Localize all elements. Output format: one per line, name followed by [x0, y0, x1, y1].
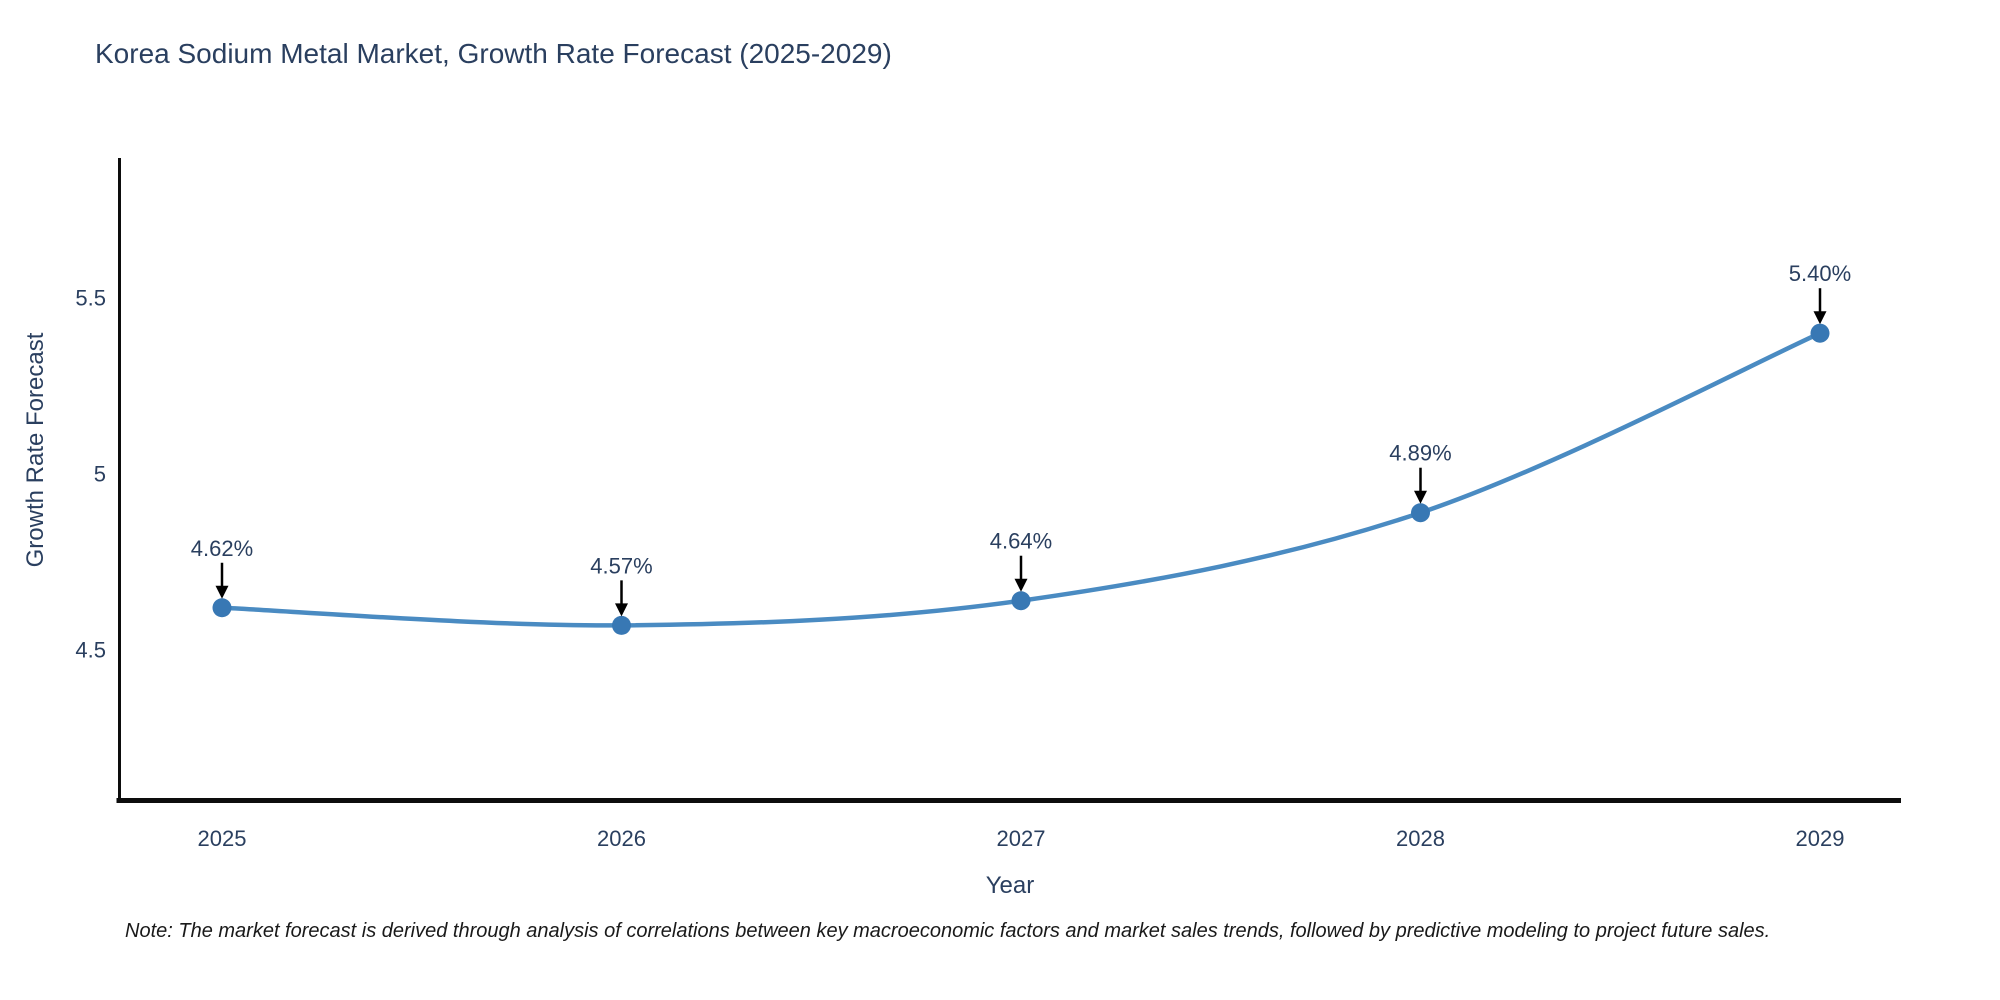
y-axis-tick-label: 4.5 — [75, 638, 106, 663]
annotation-arrowhead-icon — [1414, 490, 1427, 504]
chart-title: Korea Sodium Metal Market, Growth Rate F… — [95, 38, 892, 69]
data-point — [1810, 323, 1830, 343]
annotation-arrowhead-icon — [615, 603, 628, 617]
data-point — [212, 598, 232, 618]
x-axis-tick-label: 2026 — [597, 826, 646, 851]
annotation-arrowhead-icon — [1014, 578, 1028, 592]
point-annotation: 4.62% — [191, 536, 253, 561]
point-annotation: 5.40% — [1789, 261, 1851, 286]
x-axis-tick-label: 2025 — [198, 826, 247, 851]
point-annotation: 4.64% — [990, 529, 1052, 554]
x-axis-title: Year — [985, 872, 1035, 899]
data-point — [1011, 591, 1031, 611]
y-axis-tick-label: 5.5 — [75, 286, 106, 311]
y-axis-tick-label: 5 — [94, 462, 106, 487]
x-axis-tick-label: 2028 — [1396, 826, 1445, 851]
x-axis-tick-label: 2027 — [997, 826, 1046, 851]
data-point — [612, 615, 631, 635]
data-point — [1411, 503, 1430, 523]
point-annotation: 4.57% — [590, 553, 652, 578]
point-annotation: 4.89% — [1389, 441, 1451, 466]
footnote-container: Note: The market forecast is derived thr… — [0, 920, 2000, 960]
x-axis-tick-label: 2029 — [1796, 826, 1845, 851]
annotation-arrowhead-icon — [215, 585, 229, 599]
footnote: Note: The market forecast is derived thr… — [125, 920, 1771, 942]
annotation-arrowhead-icon — [1813, 311, 1827, 325]
